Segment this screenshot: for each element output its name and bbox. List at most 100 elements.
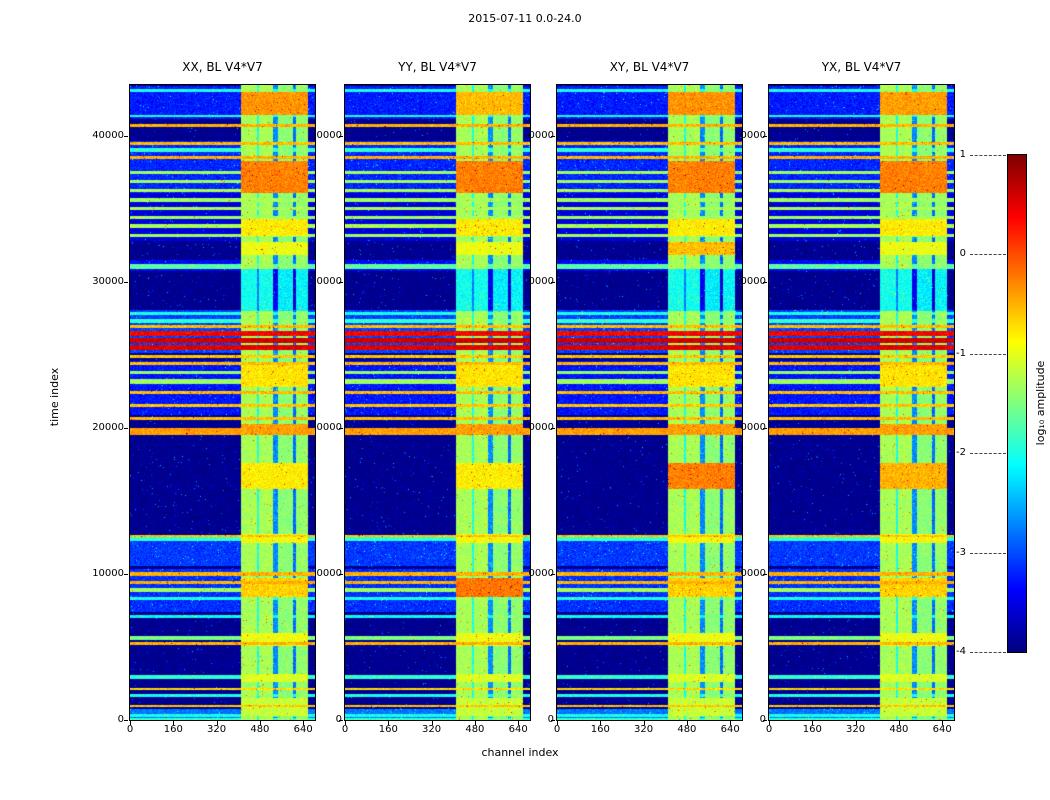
y-tick-mark <box>763 574 767 576</box>
x-tick-mark <box>855 721 857 725</box>
y-tick-mark <box>551 428 555 430</box>
x-tick-label: 320 <box>422 724 442 735</box>
x-tick-label: 160 <box>802 724 822 735</box>
colorbar-tick-mark <box>970 353 1006 355</box>
x-tick-label: 0 <box>765 724 773 735</box>
y-tick-mark <box>551 574 555 576</box>
y-tick-mark <box>763 428 767 430</box>
x-tick-label: 480 <box>465 724 485 735</box>
heatmap-panel-frame <box>129 84 316 721</box>
x-tick-mark <box>730 721 732 725</box>
y-tick-label: 0000 <box>316 422 342 434</box>
heatmap-panel-frame <box>768 84 955 721</box>
heatmap-panel-0 <box>130 85 315 720</box>
x-tick-label: 0 <box>341 724 349 735</box>
x-tick-mark <box>259 721 261 725</box>
x-tick-label: 320 <box>634 724 654 735</box>
x-tick-mark <box>130 721 131 725</box>
x-tick-label: 480 <box>677 724 697 735</box>
y-tick-mark <box>551 282 555 284</box>
heatmap-panel-frame <box>556 84 743 721</box>
colorbar-tick-label: -4 <box>956 646 966 657</box>
x-tick-mark <box>431 721 433 725</box>
y-tick-label: 40000 <box>92 130 124 142</box>
x-tick-mark <box>474 721 476 725</box>
y-tick-mark <box>763 720 767 721</box>
y-tick-mark <box>339 720 343 721</box>
colorbar-frame <box>1007 154 1027 653</box>
x-tick-mark <box>942 721 944 725</box>
colorbar-label: log₁₀ amplitude <box>1034 360 1047 446</box>
panel-title: YY, BL V4*V7 <box>398 60 477 74</box>
x-tick-mark <box>686 721 688 725</box>
y-tick-label: 0 <box>547 714 554 725</box>
y-tick-label: 0 <box>759 714 766 725</box>
x-tick-label: 640 <box>508 724 528 735</box>
y-tick-label: 0000 <box>316 276 342 288</box>
y-tick-mark <box>339 282 343 284</box>
y-tick-label: 0 <box>117 714 124 725</box>
y-tick-label: 20000 <box>92 422 124 434</box>
y-tick-label: 0000 <box>740 130 766 142</box>
heatmap-panel-3 <box>769 85 954 720</box>
x-tick-mark <box>769 721 770 725</box>
y-tick-label: 30000 <box>92 276 124 288</box>
y-tick-mark <box>124 136 128 138</box>
figure-title: 2015-07-11 0.0-24.0 <box>468 12 582 25</box>
y-axis-label: time index <box>48 367 61 427</box>
x-tick-mark <box>518 721 520 725</box>
x-tick-label: 640 <box>720 724 740 735</box>
x-tick-mark <box>643 721 645 725</box>
colorbar-tick-label: 1 <box>959 149 966 160</box>
y-tick-label: 0000 <box>740 276 766 288</box>
y-tick-mark <box>763 136 767 138</box>
y-tick-mark <box>339 428 343 430</box>
y-tick-label: 0000 <box>528 422 554 434</box>
y-tick-mark <box>551 136 555 138</box>
colorbar-tick-label: -3 <box>956 546 966 558</box>
x-tick-label: 640 <box>932 724 952 735</box>
y-tick-mark <box>763 282 767 284</box>
y-tick-mark <box>339 574 343 576</box>
colorbar-tick-label: -2 <box>956 447 966 459</box>
x-tick-label: 640 <box>293 724 313 735</box>
x-tick-label: 480 <box>250 724 270 735</box>
y-tick-mark <box>124 574 128 576</box>
x-tick-label: 480 <box>889 724 909 735</box>
colorbar-tick-mark <box>970 155 1006 156</box>
x-tick-label: 160 <box>378 724 398 735</box>
x-tick-mark <box>216 721 218 725</box>
heatmap-panel-frame <box>344 84 531 721</box>
y-tick-mark <box>124 282 128 284</box>
colorbar <box>1008 155 1026 652</box>
x-axis-label: channel index <box>481 746 559 759</box>
x-tick-label: 0 <box>126 724 134 735</box>
colorbar-tick-mark <box>970 254 1006 256</box>
colorbar-tick-mark <box>970 552 1006 554</box>
panel-title: YX, BL V4*V7 <box>821 60 902 74</box>
panel-title: XY, BL V4*V7 <box>609 60 690 74</box>
y-tick-label: 0000 <box>528 568 554 580</box>
panel-title: XX, BL V4*V7 <box>182 60 263 74</box>
x-tick-mark <box>345 721 346 725</box>
y-tick-label: 0 <box>335 714 342 725</box>
colorbar-tick-mark <box>970 453 1006 455</box>
y-tick-mark <box>339 136 343 138</box>
x-tick-label: 320 <box>846 724 866 735</box>
y-tick-label: 0000 <box>528 276 554 288</box>
x-tick-mark <box>388 721 390 725</box>
colorbar-tick-mark <box>970 652 1006 653</box>
x-tick-mark <box>898 721 900 725</box>
x-tick-mark <box>303 721 305 725</box>
y-tick-mark <box>124 428 128 430</box>
x-tick-label: 160 <box>163 724 183 735</box>
colorbar-tick-label: 0 <box>959 248 966 260</box>
y-tick-mark <box>551 720 555 721</box>
x-tick-mark <box>812 721 814 725</box>
heatmap-panel-1 <box>345 85 530 720</box>
x-tick-label: 320 <box>207 724 227 735</box>
y-tick-label: 0000 <box>740 422 766 434</box>
colorbar-tick-label: -1 <box>956 347 966 359</box>
x-tick-mark <box>557 721 558 725</box>
